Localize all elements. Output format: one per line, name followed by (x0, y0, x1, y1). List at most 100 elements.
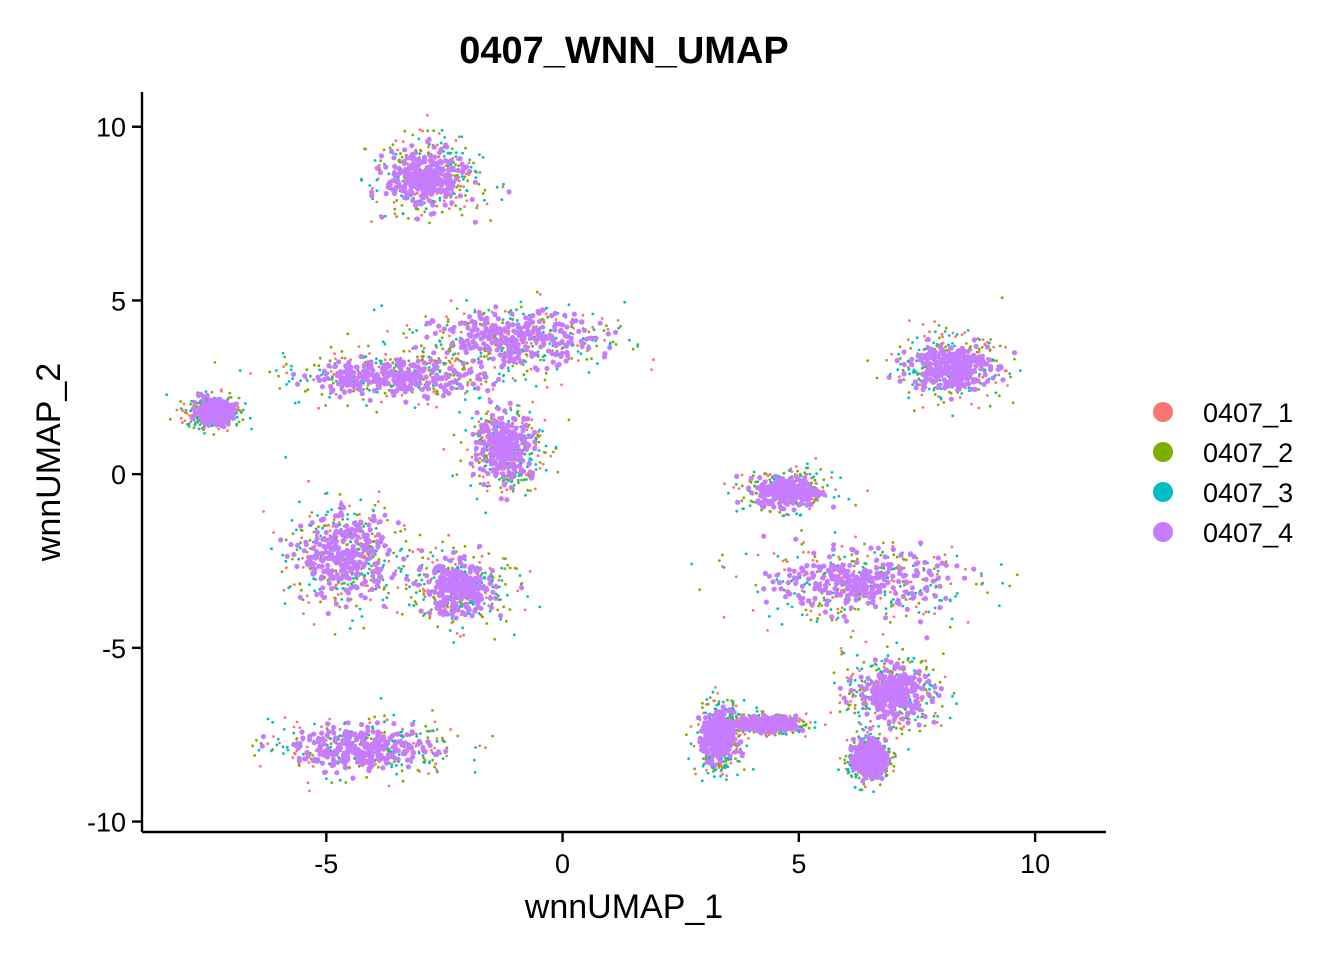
data-point-0407_2 (475, 206, 479, 210)
data-point-0407_3 (938, 598, 941, 602)
data-point-0407_2 (836, 611, 840, 615)
data-point-0407_2 (862, 660, 866, 664)
data-point-0407_2 (937, 324, 941, 327)
data-point-0407_3 (506, 593, 509, 597)
data-point-0407_1 (449, 728, 453, 731)
data-point-0407_2 (484, 380, 488, 383)
data-point-0407_1 (954, 335, 957, 338)
data-point-0407_2 (308, 567, 312, 571)
data-point-0407_3 (951, 342, 954, 345)
data-point-0407_3 (384, 214, 387, 218)
data-point-0407_3 (861, 565, 865, 569)
data-point-0407_1 (983, 342, 987, 346)
data-point-0407_1 (412, 741, 415, 745)
data-point-0407_2 (822, 478, 826, 482)
data-point-0407_3 (903, 707, 907, 711)
data-point-0407_1 (794, 465, 798, 468)
data-point-0407_3 (848, 683, 852, 687)
data-point-0407_3 (281, 351, 285, 355)
data-point-0407_2 (403, 129, 407, 133)
data-point-0407_3 (387, 172, 391, 176)
data-point-0407_2 (414, 579, 418, 583)
data-point-0407_1 (442, 447, 446, 451)
data-point-0407_2 (602, 329, 606, 332)
data-point-0407_2 (399, 529, 403, 533)
data-point-0407_1 (293, 752, 297, 756)
data-point-0407_2 (369, 737, 373, 741)
data-point-0407_1 (320, 725, 323, 729)
data-point-0407_1 (386, 329, 389, 333)
data-point-0407_1 (283, 716, 287, 719)
data-point-0407_2 (366, 552, 370, 556)
data-point-0407_2 (604, 324, 608, 327)
data-point-0407_2 (338, 493, 342, 496)
data-point-0407_3 (940, 599, 944, 602)
data-point-0407_1 (949, 582, 953, 586)
data-point-0407_1 (431, 561, 435, 564)
data-point-0407_3 (506, 366, 510, 370)
data-point-0407_2 (778, 511, 782, 514)
data-point-0407_2 (567, 418, 571, 422)
data-point-0407_3 (398, 549, 402, 552)
data-point-0407_3 (438, 198, 442, 202)
data-point-0407_1 (477, 420, 481, 423)
data-point-0407_1 (525, 428, 529, 431)
data-point-0407_2 (802, 720, 805, 724)
data-point-0407_1 (278, 741, 281, 745)
data-point-0407_1 (481, 475, 485, 479)
data-point-0407_3 (627, 338, 631, 342)
data-point-0407_1 (994, 381, 998, 384)
data-point-0407_1 (831, 596, 834, 599)
data-point-0407_1 (463, 392, 467, 395)
data-point-0407_2 (382, 148, 386, 152)
data-point-0407_3 (340, 598, 344, 601)
data-point-0407_1 (485, 596, 488, 600)
data-point-0407_1 (377, 490, 381, 494)
data-point-0407_3 (793, 592, 796, 595)
data-point-0407_1 (879, 596, 882, 600)
data-point-0407_1 (576, 359, 580, 362)
data-point-0407_3 (853, 678, 857, 682)
data-point-0407_1 (853, 707, 857, 710)
data-point-0407_3 (932, 714, 936, 718)
data-point-0407_3 (755, 706, 759, 710)
data-point-0407_2 (463, 544, 467, 548)
data-point-0407_3 (872, 790, 875, 794)
data-point-0407_3 (528, 313, 531, 317)
data-point-0407_1 (444, 378, 448, 381)
data-point-0407_2 (505, 477, 509, 481)
data-point-0407_1 (328, 529, 332, 532)
data-point-0407_3 (428, 729, 431, 733)
data-point-0407_3 (187, 422, 191, 426)
data-point-0407_3 (490, 574, 494, 578)
data-point-0407_2 (447, 359, 451, 363)
data-point-0407_2 (850, 559, 854, 563)
data-point-0407_3 (284, 456, 288, 459)
data-point-0407_3 (348, 627, 352, 630)
data-point-0407_2 (329, 742, 333, 746)
data-point-0407_3 (524, 378, 528, 381)
data-point-0407_1 (473, 308, 477, 312)
data-point-0407_1 (790, 470, 794, 473)
data-point-0407_3 (438, 370, 442, 374)
data-point-0407_1 (902, 725, 906, 729)
data-point-0407_3 (473, 758, 476, 762)
data-point-0407_1 (606, 328, 610, 331)
data-point-0407_2 (852, 741, 856, 744)
data-point-0407_3 (510, 480, 513, 484)
data-point-0407_3 (790, 579, 793, 583)
data-point-0407_1 (804, 712, 808, 716)
data-point-0407_1 (878, 566, 882, 569)
data-point-0407_3 (873, 551, 876, 554)
data-point-0407_1 (747, 736, 750, 740)
data-point-0407_1 (459, 184, 462, 188)
data-point-0407_3 (241, 408, 245, 412)
data-point-0407_2 (918, 729, 922, 733)
data-point-0407_1 (529, 342, 533, 345)
data-point-0407_3 (372, 308, 376, 312)
data-point-0407_1 (530, 426, 534, 430)
data-point-0407_2 (734, 744, 738, 747)
data-point-0407_3 (201, 426, 204, 430)
data-point-0407_1 (329, 370, 333, 373)
data-point-0407_1 (890, 352, 893, 356)
